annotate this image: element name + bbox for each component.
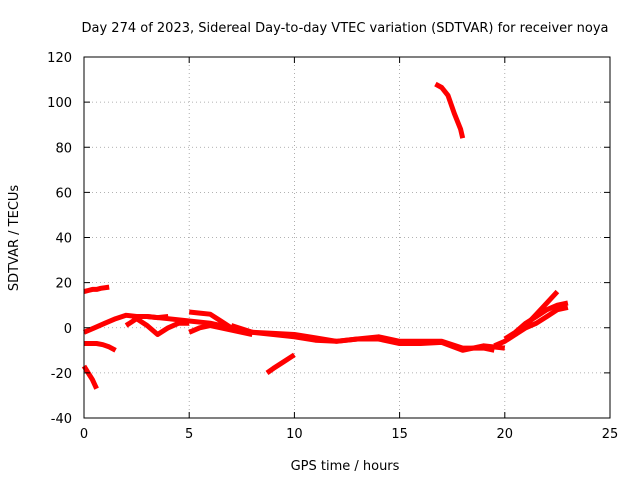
y-tick-label: 80 xyxy=(55,141,72,156)
series-track-5 xyxy=(124,316,190,337)
x-tick-labels: 0 5 10 15 20 25 xyxy=(80,427,618,442)
series-track-1 xyxy=(83,284,110,295)
y-tick-label: 60 xyxy=(55,186,72,201)
grid-lines xyxy=(84,57,610,418)
series-track-4 xyxy=(81,364,99,390)
y-tick-label: 0 xyxy=(64,322,72,337)
y-tick-label: 100 xyxy=(47,96,72,111)
y-tick-label: -40 xyxy=(51,412,72,427)
y-tick-label: -20 xyxy=(51,367,72,382)
y-tick-label: 20 xyxy=(55,277,72,292)
x-tick-label: 0 xyxy=(80,427,88,442)
y-tick-label: 40 xyxy=(55,232,72,247)
series-track-9 xyxy=(230,323,506,353)
series-track-10 xyxy=(265,352,296,375)
series-track-14 xyxy=(513,304,569,337)
axis-ticks xyxy=(83,56,611,419)
y-tick-label: 120 xyxy=(47,51,72,66)
x-tick-label: 25 xyxy=(602,427,619,442)
series-track-3 xyxy=(84,341,117,353)
chart-title: Day 274 of 2023, Sidereal Day-to-day VTE… xyxy=(82,21,609,36)
y-tick-labels: -40 -20 0 20 40 60 80 100 120 xyxy=(47,51,72,427)
x-tick-label: 15 xyxy=(391,427,408,442)
series-layer xyxy=(81,81,569,390)
series-track-11 xyxy=(434,81,466,139)
x-axis-label: GPS time / hours xyxy=(291,459,400,474)
x-tick-label: 20 xyxy=(497,427,514,442)
series-track-7 xyxy=(188,309,233,330)
x-tick-label: 10 xyxy=(286,427,303,442)
y-axis-label: SDTVAR / TECUs xyxy=(7,185,22,292)
series-track-8 xyxy=(188,323,253,337)
x-tick-label: 5 xyxy=(185,427,193,442)
plot-frame xyxy=(83,56,611,419)
